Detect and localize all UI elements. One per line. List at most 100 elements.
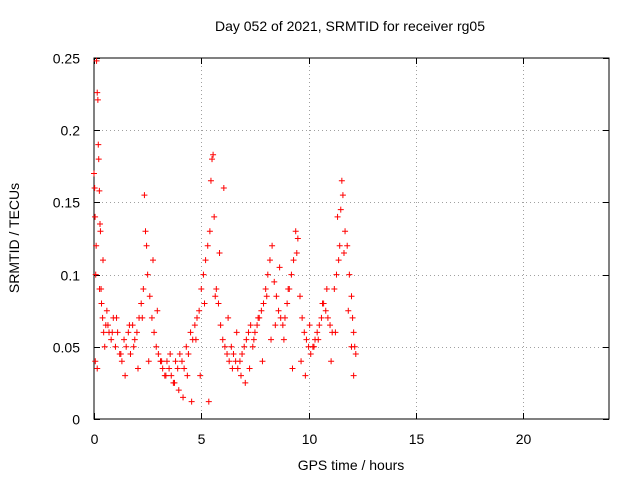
- y-axis-label: SRMTID / TECUs: [6, 183, 22, 293]
- data-point: [293, 249, 300, 256]
- data-point: [245, 329, 252, 336]
- data-point: [139, 314, 146, 321]
- data-point: [273, 293, 280, 300]
- y-tick-label: 0.2: [61, 123, 81, 139]
- data-point: [334, 213, 341, 220]
- data-point: [229, 365, 236, 372]
- data-point: [100, 257, 107, 264]
- data-point: [349, 314, 356, 321]
- data-point: [327, 322, 334, 329]
- data-point: [168, 372, 175, 379]
- data-point: [338, 177, 345, 184]
- data-point: [92, 358, 99, 365]
- data-points: [91, 57, 359, 405]
- data-point: [294, 235, 301, 242]
- data-point: [99, 314, 106, 321]
- data-point: [302, 372, 309, 379]
- data-point: [96, 286, 103, 293]
- data-point: [146, 293, 153, 300]
- data-point: [243, 336, 250, 343]
- data-point: [220, 184, 227, 191]
- data-point: [143, 242, 150, 249]
- data-point: [236, 358, 243, 365]
- data-point: [348, 293, 355, 300]
- data-point: [280, 336, 287, 343]
- data-point: [266, 257, 273, 264]
- data-point: [290, 257, 297, 264]
- data-point: [333, 271, 340, 278]
- data-point: [324, 314, 331, 321]
- data-point: [95, 141, 102, 148]
- data-point: [239, 351, 246, 358]
- data-point: [298, 358, 305, 365]
- data-point: [318, 314, 325, 321]
- data-point: [166, 365, 173, 372]
- x-tick-label: 15: [409, 431, 425, 447]
- data-point: [228, 343, 235, 350]
- data-point: [247, 322, 254, 329]
- data-point: [126, 322, 133, 329]
- data-point: [331, 286, 338, 293]
- data-point: [117, 351, 124, 358]
- data-point: [97, 228, 104, 235]
- data-point: [113, 314, 120, 321]
- data-point: [339, 192, 346, 199]
- data-point: [176, 351, 183, 358]
- data-point: [299, 314, 306, 321]
- data-point: [342, 228, 349, 235]
- plot-frame: [93, 57, 610, 420]
- data-point: [159, 365, 166, 372]
- data-point: [104, 322, 111, 329]
- data-point: [297, 293, 303, 300]
- data-point: [350, 329, 357, 336]
- data-point: [148, 314, 155, 321]
- data-point: [314, 329, 321, 336]
- data-point: [249, 343, 256, 350]
- axis-ticks: [94, 58, 609, 420]
- data-point: [194, 314, 200, 321]
- y-tick-label: 0.05: [53, 340, 80, 356]
- data-point: [101, 343, 108, 350]
- chart-title: Day 052 of 2021, SRMTID for receiver rg0…: [215, 18, 485, 34]
- data-point: [225, 314, 232, 321]
- data-point: [93, 242, 100, 249]
- data-point: [259, 358, 266, 365]
- data-point: [279, 322, 286, 329]
- data-point: [272, 322, 279, 329]
- data-point: [91, 170, 97, 177]
- data-point: [306, 322, 313, 329]
- data-point: [158, 358, 165, 365]
- data-point: [196, 307, 203, 314]
- data-point: [150, 257, 157, 264]
- data-point: [258, 307, 265, 314]
- data-point: [172, 358, 179, 365]
- data-point: [281, 314, 288, 321]
- data-point: [289, 365, 296, 372]
- grid: [94, 58, 609, 419]
- data-point: [346, 271, 353, 278]
- data-point: [153, 343, 160, 350]
- data-point: [188, 398, 195, 405]
- data-point: [241, 343, 248, 350]
- data-point: [219, 336, 226, 343]
- data-point: [335, 257, 342, 264]
- data-point: [332, 329, 339, 336]
- data-point: [250, 336, 257, 343]
- data-point: [271, 278, 278, 285]
- data-point: [185, 351, 192, 358]
- data-point: [211, 213, 218, 220]
- data-point: [197, 372, 204, 379]
- data-point: [96, 187, 103, 194]
- data-point: [316, 322, 323, 329]
- data-point: [141, 192, 148, 199]
- data-point: [167, 351, 174, 358]
- data-point: [122, 372, 129, 379]
- data-point: [263, 293, 270, 300]
- data-point: [97, 221, 104, 228]
- data-point: [204, 242, 211, 249]
- data-point: [145, 358, 152, 365]
- data-point: [260, 300, 267, 307]
- data-point: [95, 156, 102, 163]
- data-point: [103, 307, 110, 314]
- data-point: [268, 336, 275, 343]
